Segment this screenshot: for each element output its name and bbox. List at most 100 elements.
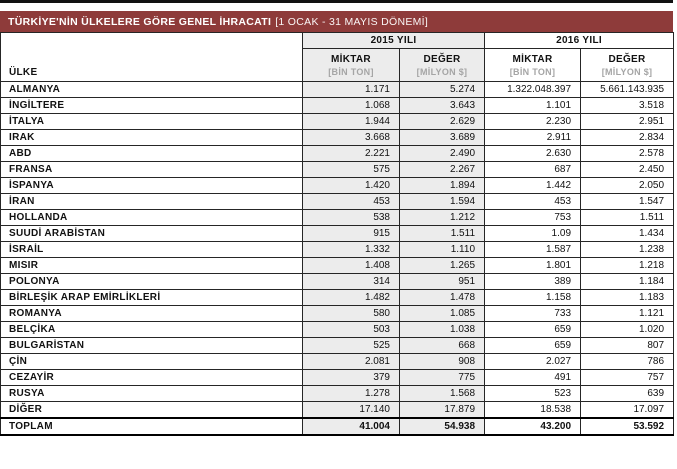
country-cell: ABD — [0, 145, 303, 162]
value-cell: 3.689 — [398, 129, 486, 146]
value-cell: 733 — [484, 305, 582, 322]
value-cell: 1.482 — [302, 289, 400, 306]
value-cell: 1.212 — [398, 209, 486, 226]
country-cell: BELÇİKA — [0, 321, 303, 338]
value-cell: 1.332 — [302, 241, 400, 258]
value-cell: 1.020 — [580, 321, 675, 338]
country-cell: İSRAİL — [0, 241, 303, 258]
value-cell: 453 — [484, 193, 582, 210]
country-cell: HOLLANDA — [0, 209, 303, 226]
table-row: ROMANYA 580 1.085 733 1.121 — [0, 305, 675, 322]
value-cell: 2.911 — [484, 129, 582, 146]
value-cell: 389 — [484, 273, 582, 290]
value-cell: 1.442 — [484, 177, 582, 194]
table-row: CEZAYİR 379 775 491 757 — [0, 369, 675, 386]
table-row: İSPANYA 1.420 1.894 1.442 2.050 — [0, 177, 675, 194]
value-cell: 951 — [398, 273, 486, 290]
value-cell: 575 — [302, 161, 400, 178]
measure-header-row: MİKTAR [BİN TON] DEĞER [MİLYON $] MİKTAR… — [1, 48, 675, 82]
value-cell: 1.038 — [398, 321, 486, 338]
header-2016-deger-label: DEĞER — [608, 53, 646, 65]
table-row: İTALYA 1.944 2.629 2.230 2.951 — [0, 113, 675, 130]
header-2015-miktar: MİKTAR [BİN TON] — [302, 48, 400, 82]
value-cell: 17.140 — [302, 401, 400, 418]
value-cell: 18.538 — [484, 401, 582, 418]
value-cell: 908 — [398, 353, 486, 370]
value-cell: 1.158 — [484, 289, 582, 306]
table-title: TÜRKİYE'NİN ÜLKELERE GÖRE GENEL İHRACATI — [8, 15, 272, 28]
value-cell: 1.183 — [580, 289, 675, 306]
total-label-cell: TOPLAM — [0, 416, 303, 435]
table-row: BULGARİSTAN 525 668 659 807 — [0, 337, 675, 354]
value-cell: 807 — [580, 337, 675, 354]
country-cell: İTALYA — [0, 113, 303, 130]
table-row: BELÇİKA 503 1.038 659 1.020 — [0, 321, 675, 338]
value-cell: 1.587 — [484, 241, 582, 258]
total-row: TOPLAM 41.004 54.938 43.200 53.592 — [0, 416, 675, 435]
country-cell: ALMANYA — [0, 81, 303, 98]
table-title-bar: TÜRKİYE'NİN ÜLKELERE GÖRE GENEL İHRACATI… — [0, 11, 673, 32]
value-cell: 1.894 — [398, 177, 486, 194]
value-cell: 2.221 — [302, 145, 400, 162]
header-2016-miktar-label: MİKTAR — [512, 53, 553, 65]
value-cell: 1.184 — [580, 273, 675, 290]
header-2015-miktar-unit: [BİN TON] — [328, 66, 374, 77]
country-column-header: ÜLKE — [0, 32, 303, 82]
value-cell: 2.450 — [580, 161, 675, 178]
value-cell: 1.322.048.397 — [484, 81, 582, 98]
value-cell: 1.085 — [398, 305, 486, 322]
header-2015-deger-label: DEĞER — [423, 53, 461, 65]
value-cell: 639 — [580, 385, 675, 402]
country-cell: SUUDİ ARABİSTAN — [0, 225, 303, 242]
value-cell: 1.110 — [398, 241, 486, 258]
value-cell: 1.09 — [484, 225, 582, 242]
total-value-cell: 41.004 — [302, 416, 400, 435]
value-cell: 1.594 — [398, 193, 486, 210]
country-cell: İNGİLTERE — [0, 97, 303, 114]
value-cell: 2.490 — [398, 145, 486, 162]
country-cell: BULGARİSTAN — [0, 337, 303, 354]
value-cell: 314 — [302, 273, 400, 290]
table-row: POLONYA 314 951 389 1.184 — [0, 273, 675, 290]
country-cell: İSPANYA — [0, 177, 303, 194]
value-cell: 659 — [484, 337, 582, 354]
value-cell: 2.027 — [484, 353, 582, 370]
year-2016-header: 2016 YILI — [484, 32, 675, 49]
table-row: HOLLANDA 538 1.212 753 1.511 — [0, 209, 675, 226]
country-cell: FRANSA — [0, 161, 303, 178]
table-row: İNGİLTERE 1.068 3.643 1.101 3.518 — [0, 97, 675, 114]
value-cell: 1.511 — [398, 225, 486, 242]
value-cell: 3.518 — [580, 97, 675, 114]
value-cell: 3.668 — [302, 129, 400, 146]
country-cell: İRAN — [0, 193, 303, 210]
country-cell: MISIR — [0, 257, 303, 274]
value-cell: 1.171 — [302, 81, 400, 98]
value-cell: 1.278 — [302, 385, 400, 402]
value-cell: 379 — [302, 369, 400, 386]
header-2015-miktar-label: MİKTAR — [331, 53, 371, 65]
value-cell: 1.218 — [580, 257, 675, 274]
value-cell: 2.050 — [580, 177, 675, 194]
total-value-cell: 43.200 — [484, 416, 582, 435]
table-row: ABD 2.221 2.490 2.630 2.578 — [0, 145, 675, 162]
value-cell: 687 — [484, 161, 582, 178]
value-cell: 1.511 — [580, 209, 675, 226]
value-cell: 523 — [484, 385, 582, 402]
year-header-row: ÜLKE 2015 YILI 2016 YILI — [0, 32, 675, 82]
value-cell: 538 — [302, 209, 400, 226]
header-2016-deger: DEĞER [MİLYON $] — [580, 48, 675, 82]
table-row: FRANSA 575 2.267 687 2.450 — [0, 161, 675, 178]
table-row: İSRAİL 1.332 1.110 1.587 1.238 — [0, 241, 675, 258]
value-cell: 668 — [398, 337, 486, 354]
year-2015-header: 2015 YILI — [301, 32, 486, 49]
table-title-period: [1 OCAK - 31 MAYIS DÖNEMİ] — [275, 15, 429, 28]
value-cell: 2.230 — [484, 113, 582, 130]
value-cell: 753 — [484, 209, 582, 226]
value-cell: 786 — [580, 353, 675, 370]
table-row: MISIR 1.408 1.265 1.801 1.218 — [0, 257, 675, 274]
table-row: IRAK 3.668 3.689 2.911 2.834 — [0, 129, 675, 146]
value-cell: 525 — [302, 337, 400, 354]
value-cell: 1.408 — [302, 257, 400, 274]
table-row: İRAN 453 1.594 453 1.547 — [0, 193, 675, 210]
